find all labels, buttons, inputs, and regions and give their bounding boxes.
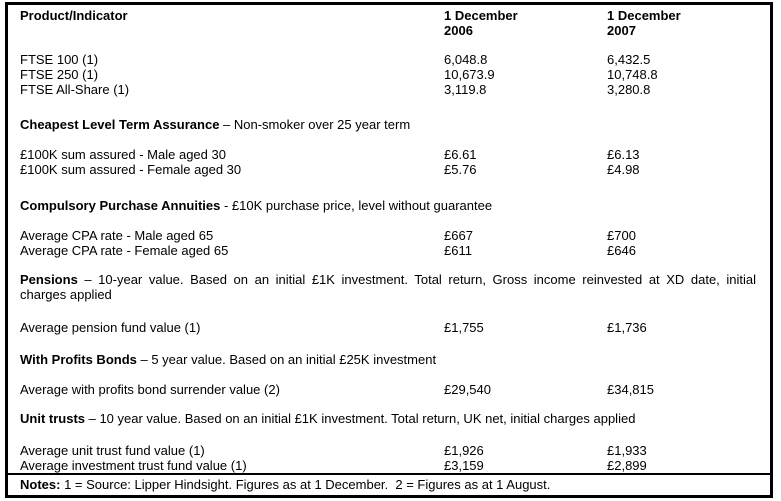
- section-title-bold: With Profits Bonds: [20, 352, 137, 367]
- value-2007: £4.98: [607, 162, 640, 177]
- row-label: Average pension fund value (1): [20, 320, 201, 335]
- table-row: Average CPA rate - Male aged 65 £667 £70…: [8, 228, 770, 243]
- table-row: FTSE 250 (1) 10,673.9 10,748.8: [8, 67, 770, 82]
- table-row: FTSE All-Share (1) 3,119.8 3,280.8: [8, 82, 770, 97]
- notes-footer: Notes: 1 = Source: Lipper Hindsight. Fig…: [8, 473, 770, 495]
- value-2006: £667: [444, 228, 473, 243]
- row-label: Average CPA rate - Female aged 65: [20, 243, 229, 258]
- value-2007: 3,280.8: [607, 82, 651, 97]
- section-title-unit-trusts: Unit trusts – 10 year value. Based on an…: [8, 411, 770, 426]
- section-title-bold: Pensions: [20, 272, 78, 287]
- value-2007: £1,736: [607, 320, 647, 335]
- table-row: Average with profits bond surrender valu…: [8, 382, 770, 397]
- table-header-row: Product/Indicator 1 December 2006 1 Dece…: [8, 8, 770, 38]
- section-title-rest: - £10K purchase price, level without gua…: [220, 198, 493, 213]
- value-2006: £3,159: [444, 458, 484, 473]
- column-header-1-dec-2006: 1 December 2006: [444, 8, 607, 38]
- section-title-rest: – 5 year value. Based on an initial £25K…: [136, 352, 437, 367]
- value-2006: £5.76: [444, 162, 477, 177]
- row-label: Average investment trust fund value (1): [20, 458, 247, 473]
- table-row: Average pension fund value (1) £1,755 £1…: [8, 320, 770, 335]
- table-row: £100K sum assured - Male aged 30 £6.61 £…: [8, 147, 770, 162]
- row-label: Average unit trust fund value (1): [20, 443, 205, 458]
- value-2006: £6.61: [444, 147, 477, 162]
- table-row: Average investment trust fund value (1) …: [8, 458, 770, 473]
- section-level-term-assurance-rows: £100K sum assured - Male aged 30 £6.61 £…: [8, 147, 770, 177]
- value-2006: £29,540: [444, 382, 491, 397]
- table-row: £100K sum assured - Female aged 30 £5.76…: [8, 162, 770, 177]
- row-label: FTSE All-Share (1): [20, 82, 130, 97]
- row-label: FTSE 250 (1): [20, 67, 99, 82]
- value-2006: £611: [444, 243, 472, 258]
- row-label: Average CPA rate - Male aged 65: [20, 228, 214, 243]
- section-title-with-profits-bonds: With Profits Bonds – 5 year value. Based…: [8, 352, 770, 367]
- section-ftse-indices: FTSE 100 (1) 6,048.8 6,432.5 FTSE 250 (1…: [8, 52, 770, 97]
- section-title-rest: – 10 year value. Based on an initial £1K…: [85, 411, 636, 426]
- notes-text: 1 = Source: Lipper Hindsight. Figures as…: [60, 477, 551, 492]
- section-title-compulsory-purchase-annuities: Compulsory Purchase Annuities - £10K pur…: [8, 198, 770, 213]
- row-label: £100K sum assured - Male aged 30: [20, 147, 226, 162]
- financial-indicators-table: Product/Indicator 1 December 2006 1 Dece…: [5, 2, 773, 498]
- value-2006: £1,755: [444, 320, 484, 335]
- table-row: Average unit trust fund value (1) £1,926…: [8, 443, 770, 458]
- value-2007: 6,432.5: [607, 52, 651, 67]
- column-header-2006-line1: 1 December: [444, 8, 518, 23]
- section-compulsory-purchase-annuities-rows: Average CPA rate - Male aged 65 £667 £70…: [8, 228, 770, 258]
- value-2007: £6.13: [607, 147, 640, 162]
- column-header-1-dec-2007: 1 December 2007: [607, 8, 760, 38]
- value-2007: £2,899: [607, 458, 647, 473]
- column-header-2007-line1: 1 December: [607, 8, 681, 23]
- value-2006: 3,119.8: [444, 82, 487, 97]
- section-title-rest: – 10-year value. Based on an initial £1K…: [77, 272, 756, 287]
- column-header-2007-line2: 2007: [607, 23, 636, 38]
- section-title-bold: Cheapest Level Term Assurance: [20, 117, 220, 132]
- value-2007: £646: [607, 243, 636, 258]
- section-unit-trusts-rows: Average unit trust fund value (1) £1,926…: [8, 443, 770, 473]
- value-2007: 10,748.8: [607, 67, 658, 82]
- section-title-level-term-assurance: Cheapest Level Term Assurance – Non-smok…: [8, 117, 770, 132]
- notes-label: Notes:: [20, 477, 61, 492]
- section-title-pensions-line2: charges applied: [20, 287, 112, 302]
- section-title-bold: Unit trusts: [20, 411, 85, 426]
- section-title-pensions: Pensions – 10-year value. Based on an in…: [8, 272, 770, 287]
- section-title-rest: – Non-smoker over 25 year term: [219, 117, 411, 132]
- value-2007: £700: [607, 228, 636, 243]
- column-header-product-indicator: Product/Indicator: [20, 8, 128, 23]
- section-title-bold: Compulsory Purchase Annuities: [20, 198, 221, 213]
- row-label: £100K sum assured - Female aged 30: [20, 162, 242, 177]
- column-header-2006-line2: 2006: [444, 23, 473, 38]
- section-with-profits-bonds-rows: Average with profits bond surrender valu…: [8, 382, 770, 397]
- value-2006: 10,673.9: [444, 67, 495, 82]
- value-2006: 6,048.8: [444, 52, 488, 67]
- table-row: Average CPA rate - Female aged 65 £611 £…: [8, 243, 770, 258]
- value-2006: £1,926: [444, 443, 484, 458]
- value-2007: £1,933: [607, 443, 647, 458]
- table-row: FTSE 100 (1) 6,048.8 6,432.5: [8, 52, 770, 67]
- section-pensions-rows: Average pension fund value (1) £1,755 £1…: [8, 320, 770, 335]
- row-label: Average with profits bond surrender valu…: [20, 382, 280, 397]
- value-2007: £34,815: [607, 382, 654, 397]
- row-label: FTSE 100 (1): [20, 52, 99, 67]
